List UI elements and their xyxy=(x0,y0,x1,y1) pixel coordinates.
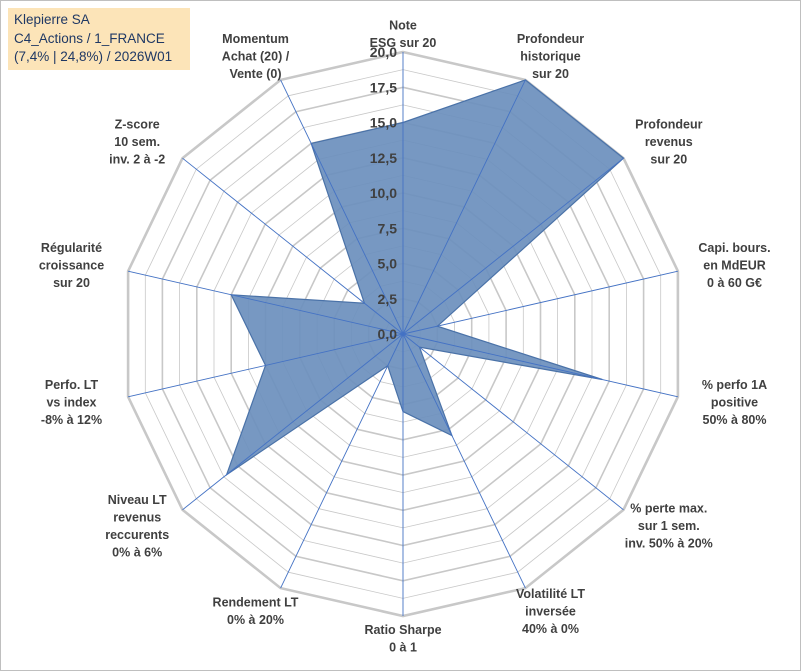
radar-spoke xyxy=(402,333,679,398)
radar-spoke xyxy=(280,79,404,335)
radar-tick-label: 2,5 xyxy=(378,291,398,307)
radar-spoke xyxy=(280,333,404,589)
radar-spoke xyxy=(127,333,404,398)
radar-spoke xyxy=(402,79,526,335)
radar-axis-label: Perfo. LT vs index -8% à 12% xyxy=(41,378,102,427)
radar-tick-label: 7,5 xyxy=(378,220,398,236)
radar-axis-label-line: Niveau LT xyxy=(108,493,167,507)
radar-spokes xyxy=(127,52,679,616)
radar-spoke xyxy=(402,270,679,335)
radar-axis-label-line: vs index xyxy=(46,396,96,410)
radar-axis-label: % perte max. sur 1 sem. inv. 50% à 20% xyxy=(625,502,713,551)
radar-axis-label-line: 0 à 60 G€ xyxy=(707,276,762,290)
radar-axis-label-line: en MdEUR xyxy=(703,259,766,273)
radar-tick-label: 10,0 xyxy=(370,185,397,201)
chart-title-box: Klepierre SA C4_Actions / 1_FRANCE (7,4%… xyxy=(8,8,190,70)
radar-axis-label: Momentum Achat (20) / Vente (0) xyxy=(222,32,290,81)
radar-axis-label-line: positive xyxy=(711,396,758,410)
radar-spoke xyxy=(402,333,624,511)
radar-axis-label-line: 40% à 0% xyxy=(522,622,579,636)
radar-axis-label: % perfo 1A positive 50% à 80% xyxy=(702,378,767,427)
radar-axis-label: Z-score 10 sem. inv. 2 à -2 xyxy=(109,118,165,167)
radar-axis-label-line: % perte max. xyxy=(630,502,707,516)
radar-axis-label-line: Achat (20) / xyxy=(222,50,290,64)
radar-axis-label: Profondeur revenus sur 20 xyxy=(635,118,702,167)
radar-axis-label-line: Régularité xyxy=(41,241,102,255)
radar-tick-label: 5,0 xyxy=(378,256,398,272)
radar-spoke xyxy=(182,157,404,335)
radar-axis-label-line: revenus xyxy=(645,135,693,149)
radar-tick-label: 0,0 xyxy=(378,326,398,342)
radar-tick-label: 12,5 xyxy=(370,150,397,166)
radar-axis-label-line: % perfo 1A xyxy=(702,378,767,392)
chart-title-period: (7,4% | 24,8%) / 2026W01 xyxy=(14,49,173,64)
radar-axis-label-line: Ratio Sharpe xyxy=(364,623,441,637)
radar-series-area xyxy=(225,79,625,477)
radar-spoke xyxy=(182,333,404,511)
radar-axis-labels: Note ESG sur 20 Profondeur historique sur 20… xyxy=(39,19,771,655)
radar-axis-label-line: Momentum xyxy=(222,32,289,46)
radar-axis-label-line: Profondeur xyxy=(635,118,702,132)
radar-tick-label: 17,5 xyxy=(370,79,397,95)
radar-axis-label: Ratio Sharpe 0 à 1 xyxy=(364,623,441,655)
radar-axis-label: Capi. bours. en MdEUR 0 à 60 G€ xyxy=(698,241,770,290)
radar-axis-label-line: croissance xyxy=(39,259,104,273)
radar-axis-label-line: Vente (0) xyxy=(229,67,281,81)
radar-tick-label: 20,0 xyxy=(370,44,397,60)
radar-axis-label-line: 10 sem. xyxy=(114,135,160,149)
radar-spoke xyxy=(402,157,624,335)
radar-axis-label-line: sur 20 xyxy=(650,153,687,167)
chart-title-company: Klepierre SA xyxy=(14,12,90,27)
radar-axis-label-line: 50% à 80% xyxy=(703,413,767,427)
radar-tick-label: 15,0 xyxy=(370,115,397,131)
radar-spoke xyxy=(127,270,404,335)
radar-axis-label-line: Profondeur xyxy=(517,32,584,46)
radar-axis-label: Volatilité LT inversée 40% à 0% xyxy=(516,587,585,636)
radar-axis-label-line: Capi. bours. xyxy=(698,241,770,255)
radar-axis-label: Régularité croissance sur 20 xyxy=(39,241,104,290)
radar-axis-label: Profondeur historique sur 20 xyxy=(517,32,584,81)
radar-spoke xyxy=(402,333,526,589)
radar-axis-label-line: sur 1 sem. xyxy=(638,519,700,533)
radar-axis-label-line: reccurents xyxy=(105,528,169,542)
radar-axis-label-line: revenus xyxy=(113,510,161,524)
radar-axis-label-line: Z-score xyxy=(115,118,160,132)
radar-axis-label-line: ESG sur 20 xyxy=(370,36,437,50)
radar-axis-label-line: inv. 50% à 20% xyxy=(625,537,713,551)
radar-axis-label-line: -8% à 12% xyxy=(41,413,102,427)
radar-axis-label-line: 0% à 6% xyxy=(112,545,162,559)
radar-axis-label-line: 0% à 20% xyxy=(227,613,284,627)
radar-series xyxy=(225,79,625,477)
radar-axis-label: Note ESG sur 20 xyxy=(370,19,437,51)
radar-axis-label-line: inv. 2 à -2 xyxy=(109,153,165,167)
radar-axis-label-line: Note xyxy=(389,19,417,33)
radar-axis-label-line: sur 20 xyxy=(53,276,90,290)
radar-axis-label-line: Volatilité LT xyxy=(516,587,585,601)
radar-axis-label-line: sur 20 xyxy=(532,67,569,81)
radar-tick-labels: 0,0 2,5 5,0 7,5 10,0 12,5 15,0 17,5 20,0 xyxy=(370,44,397,342)
radar-axis-label-line: Perfo. LT xyxy=(45,378,99,392)
radar-axis-label-line: 0 à 1 xyxy=(389,641,417,655)
radar-axis-label: Rendement LT 0% à 20% xyxy=(213,596,299,628)
radar-axis-label-line: inversée xyxy=(525,605,576,619)
radar-axis-label: Niveau LT revenus reccurents 0% à 6% xyxy=(105,493,169,560)
chart-title-category: C4_Actions / 1_FRANCE xyxy=(14,30,165,46)
radar-axis-label-line: Rendement LT xyxy=(213,596,299,610)
radar-axis-label-line: historique xyxy=(520,50,580,64)
